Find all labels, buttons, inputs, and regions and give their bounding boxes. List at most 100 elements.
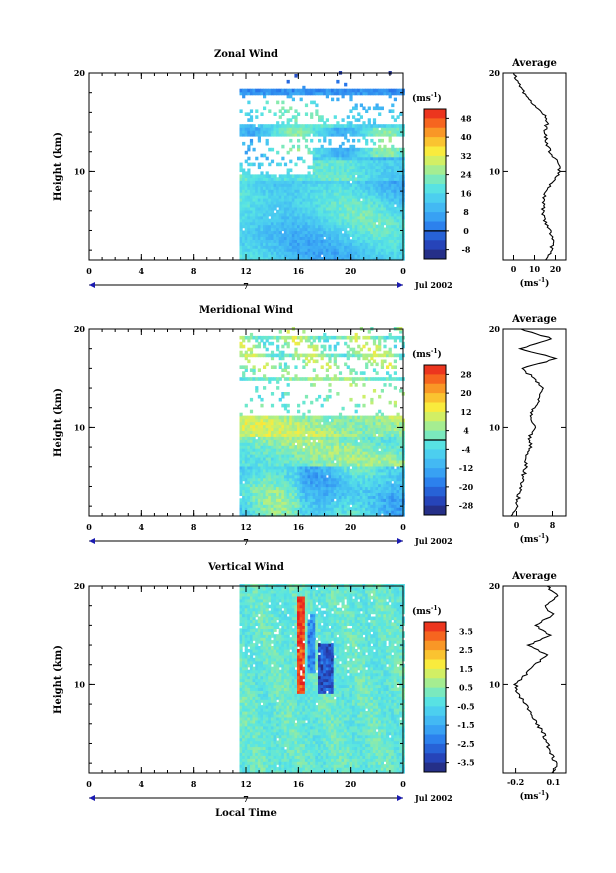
heatmap-cell xyxy=(325,513,329,517)
heatmap-cell xyxy=(255,195,259,199)
heatmap-cell xyxy=(276,242,280,246)
heatmap-cell xyxy=(328,91,332,96)
heatmap-cell xyxy=(312,183,316,187)
heatmap-cell xyxy=(283,133,288,137)
heatmap-cell xyxy=(318,248,322,252)
heatmap-cell xyxy=(386,203,390,208)
heatmap-cell xyxy=(357,474,361,479)
heatmap-cell xyxy=(336,418,340,423)
heatmap-cell xyxy=(239,221,243,226)
heatmap-cell xyxy=(315,177,319,181)
heatmap-cell xyxy=(268,489,272,493)
heatmap-cell xyxy=(352,168,356,173)
heatmap-cell xyxy=(391,165,395,170)
heatmap-cell xyxy=(239,168,243,173)
heatmap-cell xyxy=(239,486,243,491)
heatmap-cell xyxy=(383,195,387,199)
heatmap-cell xyxy=(318,218,322,223)
heatmap-cell xyxy=(328,233,332,237)
heatmap-cell xyxy=(328,430,332,434)
heatmap-cell xyxy=(380,171,384,175)
heatmap-cell xyxy=(294,433,298,437)
heatmap-cell xyxy=(370,159,374,164)
heatmap-cell xyxy=(242,344,246,349)
heatmap-cell xyxy=(365,177,369,181)
heatmap-cell xyxy=(260,162,264,167)
heatmap-cell xyxy=(383,233,387,237)
heatmap-cell xyxy=(323,335,327,340)
heatmap-cell xyxy=(367,159,371,164)
heatmap-cell xyxy=(386,209,390,214)
heatmap-cell xyxy=(320,248,324,252)
heatmap-cell xyxy=(396,224,400,229)
heatmap-cell xyxy=(318,251,322,255)
heatmap-cell xyxy=(320,483,324,488)
heatmap-cell xyxy=(302,495,306,499)
heatmap-cell xyxy=(257,427,261,431)
heatmap-cell xyxy=(370,507,374,511)
heatmap-cell xyxy=(341,130,345,134)
heatmap-cell xyxy=(299,224,303,229)
heatmap-cell xyxy=(283,189,288,193)
heatmap-cell xyxy=(359,254,363,258)
heatmap-cell xyxy=(273,198,277,202)
heatmap-cell xyxy=(396,236,400,240)
heatmap-cell xyxy=(242,200,246,205)
heatmap-cell xyxy=(365,424,369,429)
heatmap-cell xyxy=(244,456,248,461)
heatmap-cell xyxy=(257,198,261,202)
heatmap-cell xyxy=(323,477,327,482)
heatmap-cell xyxy=(386,130,390,134)
heatmap-cell xyxy=(336,153,340,158)
heatmap-cell xyxy=(239,224,243,229)
heatmap-cell xyxy=(349,192,353,196)
heatmap-cell xyxy=(341,147,345,152)
heatmap-cell xyxy=(372,477,377,482)
heatmap-cell xyxy=(278,127,282,131)
heatmap-cell xyxy=(239,206,243,211)
heatmap-cell xyxy=(239,335,243,340)
heatmap-cell xyxy=(278,421,282,426)
heatmap-cell xyxy=(352,418,356,423)
heatmap-cell xyxy=(388,198,392,202)
heatmap-cell xyxy=(252,442,256,446)
heatmap-cell xyxy=(249,251,254,255)
heatmap-cell xyxy=(336,245,340,249)
heatmap-cell xyxy=(297,424,301,429)
heatmap-cell xyxy=(312,477,316,482)
heatmap-cell xyxy=(252,445,256,449)
heatmap-cell xyxy=(346,254,350,258)
heatmap-cell xyxy=(325,257,329,261)
heatmap-cell xyxy=(249,495,254,499)
heatmap-cell xyxy=(302,209,306,214)
heatmap-cell xyxy=(354,430,358,434)
heatmap-cell xyxy=(383,192,387,196)
heatmap-cell xyxy=(255,448,259,452)
heatmap-cell xyxy=(372,483,377,488)
heatmap-cell xyxy=(265,141,269,146)
heatmap-cell xyxy=(312,513,316,517)
heatmap-cell xyxy=(338,159,343,164)
heatmap-cell xyxy=(354,501,358,505)
heatmap-cell xyxy=(318,498,322,502)
heatmap-cell xyxy=(252,195,256,199)
heatmap-cell xyxy=(239,483,243,488)
heatmap-cell xyxy=(333,495,337,499)
heatmap-cell xyxy=(399,195,403,199)
heatmap-cell xyxy=(344,165,348,170)
heatmap-cell xyxy=(268,242,272,246)
heatmap-cell xyxy=(255,224,259,229)
heatmap-cell xyxy=(333,257,337,261)
heatmap-cell xyxy=(265,156,269,161)
heatmap-cell xyxy=(354,153,358,158)
heatmap-cell xyxy=(349,383,353,387)
heatmap-cell xyxy=(268,245,272,249)
heatmap-cell xyxy=(357,127,361,131)
heatmap-cell xyxy=(328,209,332,214)
heatmap-cell xyxy=(344,377,348,381)
heatmap-cell xyxy=(268,421,272,426)
heatmap-cell xyxy=(242,171,246,175)
heatmap-cell xyxy=(325,495,329,499)
heatmap-cell xyxy=(383,198,387,202)
heatmap-cell xyxy=(354,227,358,232)
